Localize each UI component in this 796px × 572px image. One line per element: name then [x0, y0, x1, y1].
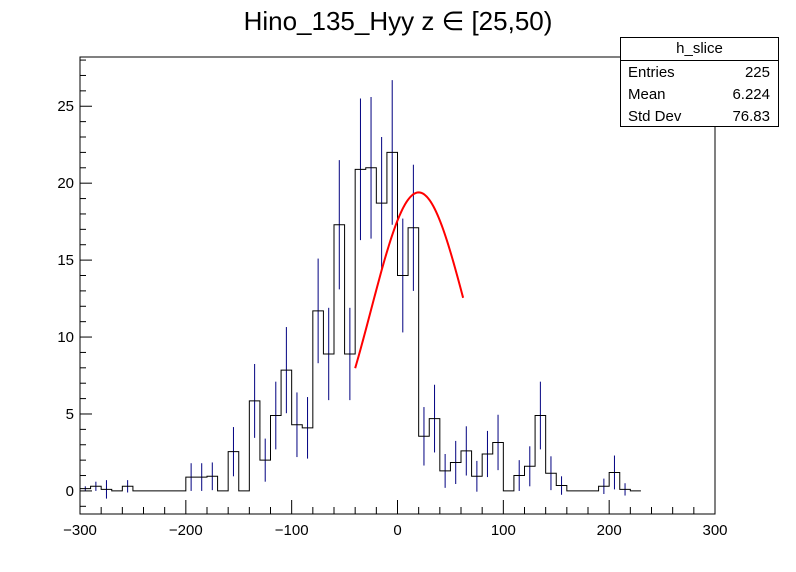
stats-label: Std Dev [628, 108, 682, 125]
x-tick-label: −200 [169, 522, 203, 539]
y-tick-label: 5 [66, 406, 74, 423]
stats-row-stddev: Std Dev 76.83 [621, 105, 778, 127]
stats-value: 6.224 [732, 86, 770, 103]
stats-box-title: h_slice [621, 38, 778, 61]
chart-title: Hino_135_Hyy z ∈ [25,50) [243, 6, 553, 36]
stats-box: h_slice Entries 225 Mean 6.224 Std Dev 7… [620, 37, 779, 127]
histogram-outline [80, 151, 641, 492]
stats-label: Mean [628, 86, 666, 103]
fit-curve [354, 191, 465, 369]
y-tick-label: 10 [57, 329, 74, 346]
stats-label: Entries [628, 64, 675, 81]
x-tick-label: −300 [63, 522, 97, 539]
y-tick-label: 20 [57, 175, 74, 192]
x-tick-label: 200 [597, 522, 622, 539]
stats-value: 76.83 [732, 108, 770, 125]
y-tick-label: 25 [57, 98, 74, 115]
stats-row-mean: Mean 6.224 [621, 83, 778, 105]
histogram-step-line [80, 151, 641, 492]
stats-value: 225 [744, 64, 770, 81]
x-tick-label: 0 [393, 522, 401, 539]
gaussian-fit-curve [354, 191, 465, 369]
y-tick-label: 15 [57, 252, 74, 269]
y-tick-label: 0 [66, 483, 74, 500]
stats-row-entries: Entries 225 [621, 61, 778, 83]
x-tick-label: −100 [275, 522, 309, 539]
axis-ticks: −300 −200 −100 0 100 200 300 0 5 10 15 20 25 [57, 59, 728, 539]
x-tick-label: 100 [491, 522, 516, 539]
x-tick-label: 300 [702, 522, 727, 539]
